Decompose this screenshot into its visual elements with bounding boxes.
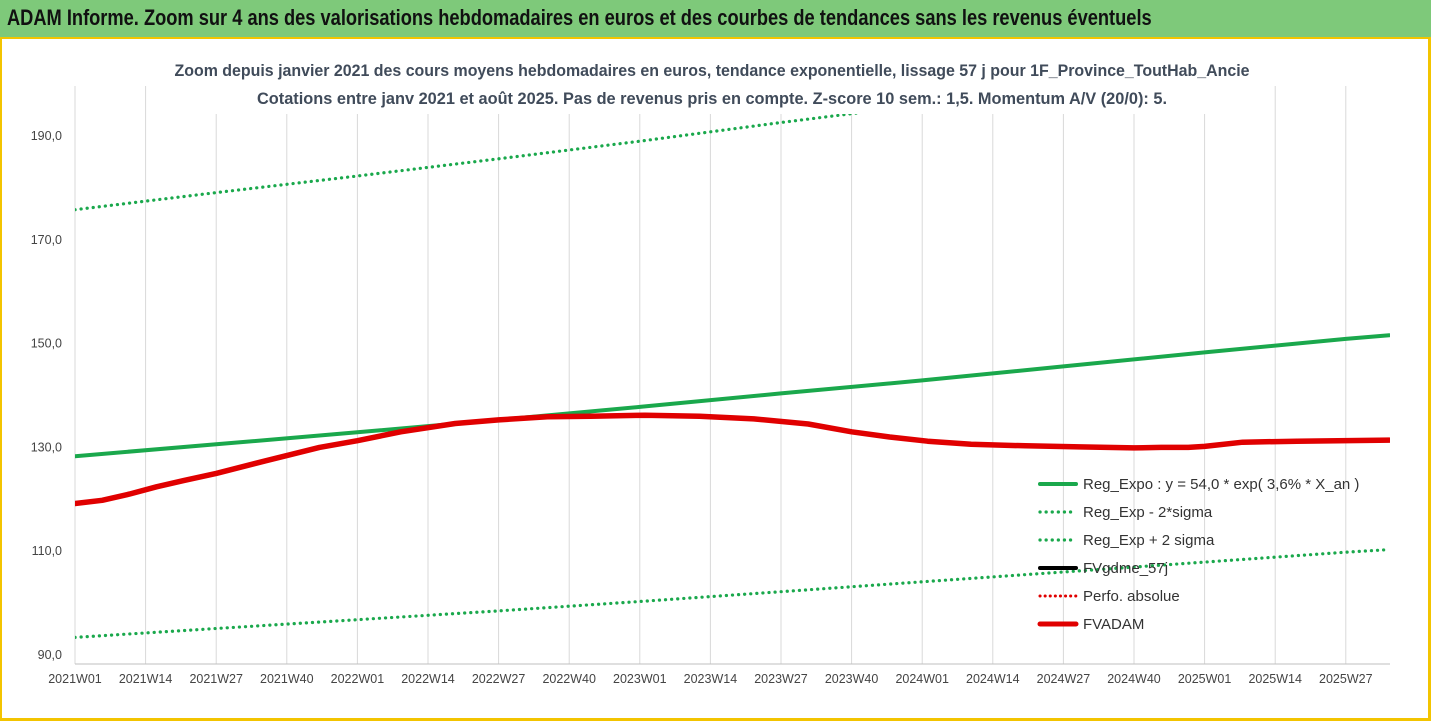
- x-tick-label: 2021W40: [260, 672, 314, 686]
- legend-label: Reg_Expo : y = 54,0 * exp( 3,6% * X_an ): [1083, 476, 1359, 493]
- x-tick-label: 2023W27: [754, 672, 808, 686]
- series-line-5: [75, 412, 1390, 507]
- y-tick-label: 110,0: [32, 544, 62, 558]
- x-axis: 2021W01 2021W14 2021W27 2021W40 2022W01 2022W…: [48, 86, 1373, 686]
- x-tick-label: 2024W27: [1037, 672, 1091, 686]
- chart-title: Zoom depuis janvier 2021 des cours moyen…: [175, 61, 1250, 80]
- chart-subtitle: Cotations entre janv 2021 et août 2025. …: [257, 89, 1167, 108]
- x-tick-label: 2022W14: [401, 672, 455, 686]
- series-line-2: [75, 86, 1078, 212]
- x-tick-label: 2023W01: [613, 672, 667, 686]
- legend-label: Reg_Exp + 2 sigma: [1083, 532, 1215, 549]
- legend-label: Reg_Exp - 2*sigma: [1083, 504, 1213, 521]
- x-tick-label: 2022W27: [472, 672, 526, 686]
- series-line-1: [75, 548, 1390, 639]
- x-tick-label: 2025W27: [1319, 672, 1373, 686]
- x-tick-label: 2022W40: [542, 672, 596, 686]
- x-tick-label: 2023W14: [684, 672, 738, 686]
- y-tick-label: 130,0: [31, 440, 62, 454]
- report-banner: ADAM Informe. Zoom sur 4 ans des valoris…: [0, 0, 1431, 39]
- series-line-0: [75, 333, 1390, 459]
- x-tick-label: 2024W40: [1107, 672, 1161, 686]
- x-tick-label: 2022W01: [331, 672, 385, 686]
- x-tick-label: 2024W14: [966, 672, 1020, 686]
- x-tick-label: 2025W01: [1178, 672, 1232, 686]
- x-tick-label: 2021W14: [119, 672, 173, 686]
- x-tick-label: 2021W01: [48, 672, 102, 686]
- report-title: ADAM Informe. Zoom sur 4 ans des valoris…: [7, 5, 1152, 30]
- y-tick-label: 150,0: [31, 337, 62, 351]
- x-tick-label: 2025W14: [1248, 672, 1302, 686]
- legend-label: Perfo. absolue: [1083, 588, 1180, 605]
- y-tick-label: 190,0: [31, 129, 62, 143]
- y-axis: 90,0 110,0 130,0 150,0 170,0 190,0: [31, 129, 62, 662]
- legend-label: FVgdme_57j: [1083, 560, 1168, 577]
- title-background: [160, 58, 1260, 114]
- chart-area: [0, 39, 1431, 721]
- series-group: [75, 86, 1390, 639]
- y-tick-label: 170,0: [31, 233, 62, 247]
- legend: Reg_Expo : y = 54,0 * exp( 3,6% * X_an )…: [1037, 476, 1359, 633]
- y-tick-label: 90,0: [38, 648, 62, 662]
- legend-label: FVADAM: [1083, 616, 1144, 633]
- x-tick-label: 2023W40: [825, 672, 879, 686]
- x-tick-label: 2024W01: [895, 672, 949, 686]
- x-tick-label: 2021W27: [189, 672, 243, 686]
